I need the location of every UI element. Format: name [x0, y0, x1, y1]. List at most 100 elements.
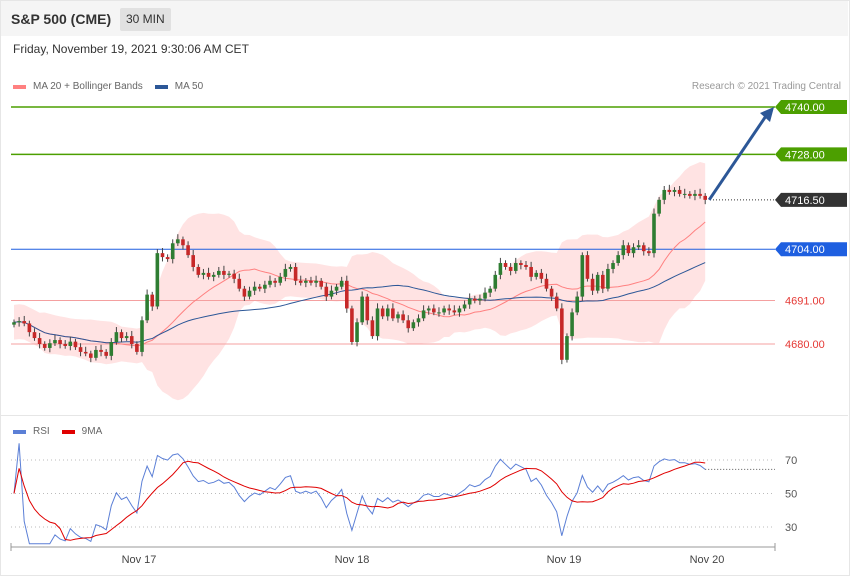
candle-body — [12, 322, 16, 325]
candle-body — [257, 286, 262, 289]
candle-body — [406, 320, 411, 329]
candle-body — [268, 280, 272, 285]
candle-body — [672, 189, 677, 192]
level-4704-00-tag — [775, 242, 847, 257]
candle-body — [58, 340, 62, 344]
candle-body — [324, 286, 329, 297]
candle-body — [37, 338, 42, 344]
candle-body — [78, 347, 83, 352]
candle-body — [242, 288, 247, 297]
candle-body — [385, 308, 390, 317]
candle-body — [437, 312, 441, 314]
candle-body — [140, 320, 144, 352]
candle-body — [329, 290, 334, 297]
candle-body — [222, 270, 226, 275]
rsi-swatch — [13, 429, 26, 434]
level-4728-00-label: 4728.00 — [785, 149, 825, 161]
legend-9ma-label: 9MA — [81, 426, 103, 437]
candle-body — [677, 189, 682, 194]
x-tick-label: Nov 18 — [335, 554, 370, 566]
candle-body — [124, 336, 129, 339]
rsi-level-50-label: 50 — [785, 489, 797, 501]
candle-body — [539, 272, 544, 279]
candle-body — [165, 257, 170, 260]
candle-body — [53, 340, 57, 344]
candle-body — [667, 189, 672, 192]
candle-body — [396, 314, 400, 319]
candle-body — [595, 274, 600, 291]
candle-body — [150, 294, 155, 307]
level-4680-00-label: 4680.00 — [785, 339, 825, 351]
candle-body — [186, 245, 190, 256]
x-tick-label: Nov 20 — [690, 554, 725, 566]
candle-body — [621, 245, 626, 256]
candle-body — [104, 351, 108, 356]
candle-body — [560, 308, 564, 360]
legend-rsi: RSI — [13, 426, 50, 437]
candle-body — [278, 276, 283, 283]
candle-body — [426, 308, 431, 311]
candle-body — [688, 193, 692, 196]
candle-body — [119, 332, 124, 339]
legend-ma20: MA 20 + Bollinger Bands — [13, 81, 143, 92]
candle-body — [191, 255, 195, 267]
candle-body — [360, 296, 364, 323]
candle-body — [503, 263, 508, 267]
candle-body — [63, 344, 67, 346]
instrument-title: S&P 500 (CME) — [11, 11, 112, 27]
candle-body — [467, 298, 472, 305]
candle-body — [565, 336, 569, 360]
chart-header: S&P 500 (CME) 30 MIN — [1, 1, 848, 36]
candle-body — [211, 274, 216, 277]
candle-body — [478, 298, 482, 301]
candle-body — [452, 310, 457, 313]
candle-body — [401, 314, 405, 321]
candle-body — [544, 278, 549, 289]
ma50-line — [13, 262, 706, 344]
candle-body — [662, 189, 667, 200]
rsi-ma9-line — [13, 460, 706, 541]
candle-body — [585, 255, 590, 279]
candle-body — [636, 245, 641, 248]
candle-body — [263, 284, 267, 289]
panel-separator — [1, 415, 848, 416]
candle-body — [611, 263, 615, 269]
legend-rsi-label: RSI — [33, 426, 50, 437]
level-4704-00-label: 4704.00 — [785, 244, 825, 256]
level-4716-50-label: 4716.50 — [785, 195, 825, 207]
candle-body — [519, 263, 523, 265]
candle-body — [201, 272, 206, 275]
level-4728-00-tag — [775, 147, 847, 162]
candle-body — [682, 193, 687, 195]
candle-body — [534, 272, 539, 277]
candle-body — [114, 332, 119, 343]
candle-body — [488, 288, 492, 293]
candle-body — [498, 263, 503, 275]
candle-body — [631, 247, 636, 254]
bollinger-band — [14, 161, 706, 401]
timestamp: Friday, November 19, 2021 9:30:06 AM CET — [13, 42, 249, 56]
timeframe-badge[interactable]: 30 MIN — [120, 8, 171, 31]
candle-body — [657, 199, 661, 214]
candle-body — [22, 321, 27, 324]
candle-body — [421, 310, 426, 319]
candle-body — [513, 263, 518, 271]
candle-body — [616, 255, 620, 264]
candle-body — [155, 253, 160, 307]
candle-body — [590, 278, 595, 291]
candle-body — [145, 294, 149, 321]
candle-body — [626, 245, 631, 254]
candle-body — [83, 351, 88, 354]
candle-body — [529, 266, 533, 277]
level-4716-50-tag — [775, 192, 847, 207]
candle-body — [524, 265, 528, 267]
candle-body — [370, 320, 375, 337]
legend-9ma: 9MA — [61, 426, 103, 437]
rsi-legend: RSI 9MA — [13, 426, 114, 437]
candle-body — [549, 288, 554, 297]
candle-body — [319, 280, 323, 287]
ma50-swatch — [154, 84, 168, 89]
candle-body — [27, 323, 32, 333]
candle-body — [493, 274, 498, 289]
candle-body — [196, 266, 201, 275]
